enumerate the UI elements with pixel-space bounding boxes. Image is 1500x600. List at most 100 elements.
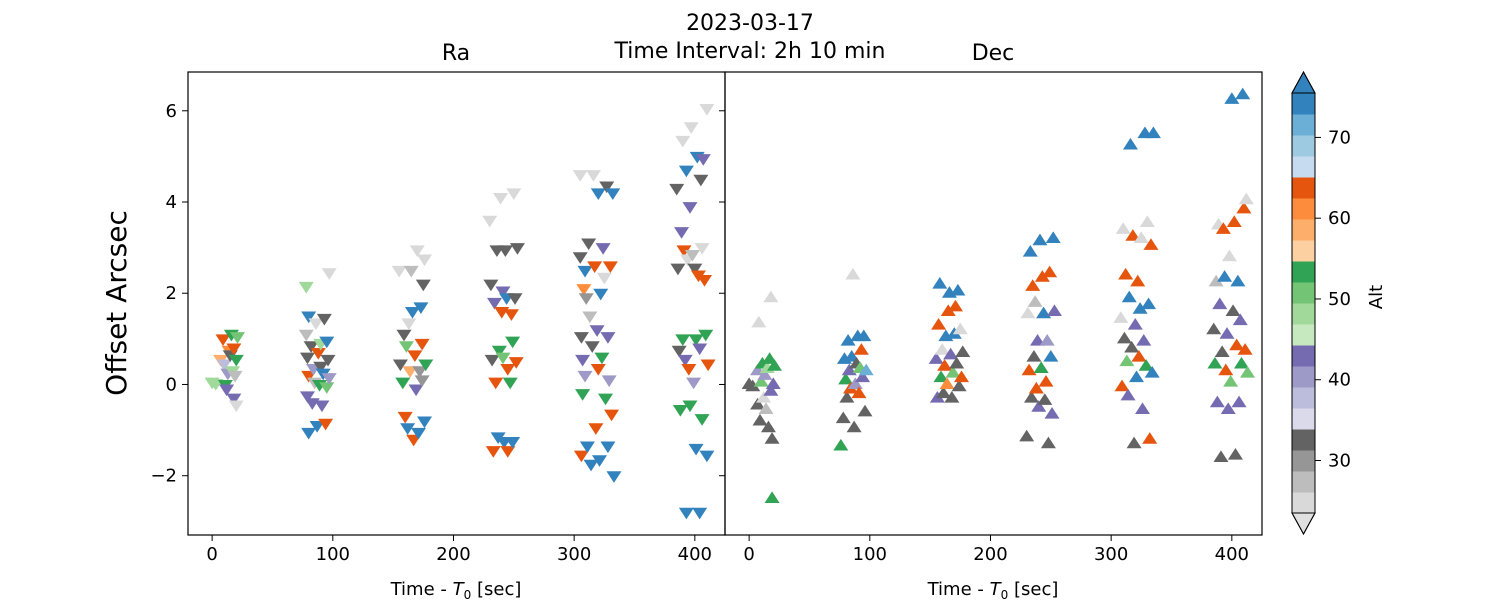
data-point bbox=[931, 318, 947, 330]
data-point bbox=[1136, 334, 1152, 346]
data-point bbox=[598, 393, 614, 406]
data-point bbox=[1230, 274, 1246, 287]
colorbar-extend-min bbox=[1291, 512, 1316, 536]
data-point bbox=[228, 400, 244, 413]
data-point bbox=[316, 313, 332, 326]
data-point bbox=[855, 370, 871, 383]
data-point bbox=[1213, 450, 1229, 462]
colorbar-segment bbox=[1292, 219, 1315, 241]
data-point bbox=[1026, 349, 1042, 362]
data-point bbox=[314, 400, 330, 413]
data-point bbox=[409, 245, 425, 258]
colorbar-extend-max bbox=[1291, 70, 1316, 94]
data-point bbox=[671, 345, 687, 358]
data-point bbox=[693, 174, 709, 187]
data-point bbox=[1126, 436, 1142, 449]
data-point bbox=[1132, 302, 1148, 314]
data-point bbox=[401, 318, 417, 331]
data-point bbox=[757, 368, 773, 380]
data-point bbox=[745, 379, 761, 392]
data-point bbox=[751, 315, 767, 328]
colorbar-tick-label: 50 bbox=[1328, 289, 1351, 310]
data-point bbox=[495, 352, 511, 365]
data-point bbox=[573, 450, 589, 463]
data-point bbox=[507, 293, 523, 305]
data-point bbox=[593, 288, 609, 301]
data-point bbox=[764, 491, 780, 504]
data-point bbox=[1019, 429, 1035, 442]
data-point bbox=[856, 329, 872, 342]
data-point bbox=[950, 283, 966, 296]
data-point bbox=[764, 432, 780, 444]
colorbar-tick-label: 30 bbox=[1328, 451, 1351, 472]
colorbar: 30 40 50 60 70 bbox=[1291, 70, 1351, 536]
data-point bbox=[1042, 265, 1058, 278]
data-point bbox=[1130, 274, 1146, 287]
data-point bbox=[572, 170, 588, 182]
data-point bbox=[216, 359, 232, 372]
data-point bbox=[506, 188, 522, 201]
data-point bbox=[396, 329, 412, 342]
x-tick-label: 100 bbox=[853, 544, 887, 565]
data-point bbox=[408, 384, 424, 397]
data-point bbox=[1025, 279, 1041, 291]
data-point bbox=[692, 343, 708, 356]
data-point bbox=[858, 363, 874, 376]
data-point bbox=[1030, 334, 1046, 346]
data-point bbox=[1115, 222, 1131, 234]
y-tick-label: 2 bbox=[166, 283, 177, 304]
colorbar-tick-label: 60 bbox=[1328, 208, 1351, 229]
data-point bbox=[301, 427, 317, 440]
data-point bbox=[1141, 297, 1157, 310]
data-point bbox=[1143, 238, 1159, 250]
data-point bbox=[321, 268, 337, 280]
data-point bbox=[765, 377, 781, 389]
data-point bbox=[299, 391, 315, 403]
colorbar-segment bbox=[1292, 177, 1315, 199]
data-point bbox=[763, 290, 779, 303]
data-point bbox=[309, 421, 325, 433]
data-point bbox=[766, 359, 782, 371]
data-point bbox=[688, 334, 704, 346]
data-point bbox=[1226, 215, 1242, 228]
data-point bbox=[605, 188, 621, 201]
colorbar-segment bbox=[1292, 471, 1315, 493]
data-point bbox=[298, 329, 314, 342]
data-point bbox=[414, 338, 430, 351]
data-point bbox=[1116, 331, 1132, 344]
panel-title-dec: Dec bbox=[972, 41, 1015, 66]
data-point bbox=[1131, 349, 1147, 362]
data-point bbox=[687, 263, 703, 276]
data-point bbox=[509, 243, 525, 255]
data-point bbox=[951, 379, 967, 392]
data-point bbox=[226, 343, 242, 356]
data-point bbox=[483, 279, 499, 292]
data-point bbox=[1032, 233, 1048, 246]
data-point bbox=[417, 254, 433, 267]
data-point bbox=[415, 279, 431, 292]
colorbar-segment bbox=[1292, 114, 1315, 136]
data-point bbox=[1127, 318, 1143, 330]
data-point bbox=[588, 423, 604, 435]
data-point bbox=[1238, 192, 1254, 205]
data-point bbox=[606, 471, 622, 483]
data-point bbox=[1024, 391, 1040, 403]
data-point bbox=[669, 183, 685, 196]
data-point bbox=[590, 188, 606, 201]
data-point bbox=[319, 382, 335, 394]
colorbar-segment bbox=[1292, 135, 1315, 157]
data-point bbox=[491, 345, 507, 358]
data-point bbox=[1021, 363, 1037, 376]
colorbar-segment bbox=[1292, 324, 1315, 346]
y-tick-label: 6 bbox=[166, 101, 177, 122]
data-point bbox=[1206, 322, 1222, 335]
data-point bbox=[947, 299, 963, 312]
data-point bbox=[684, 249, 700, 262]
data-point bbox=[587, 261, 603, 273]
data-point bbox=[954, 370, 970, 383]
data-point bbox=[1119, 354, 1135, 367]
colorbar-segment bbox=[1292, 198, 1315, 220]
data-point bbox=[835, 411, 851, 424]
x-axis-label-dec: Time - T0 [sec] bbox=[927, 579, 1059, 600]
data-point bbox=[1233, 356, 1249, 369]
